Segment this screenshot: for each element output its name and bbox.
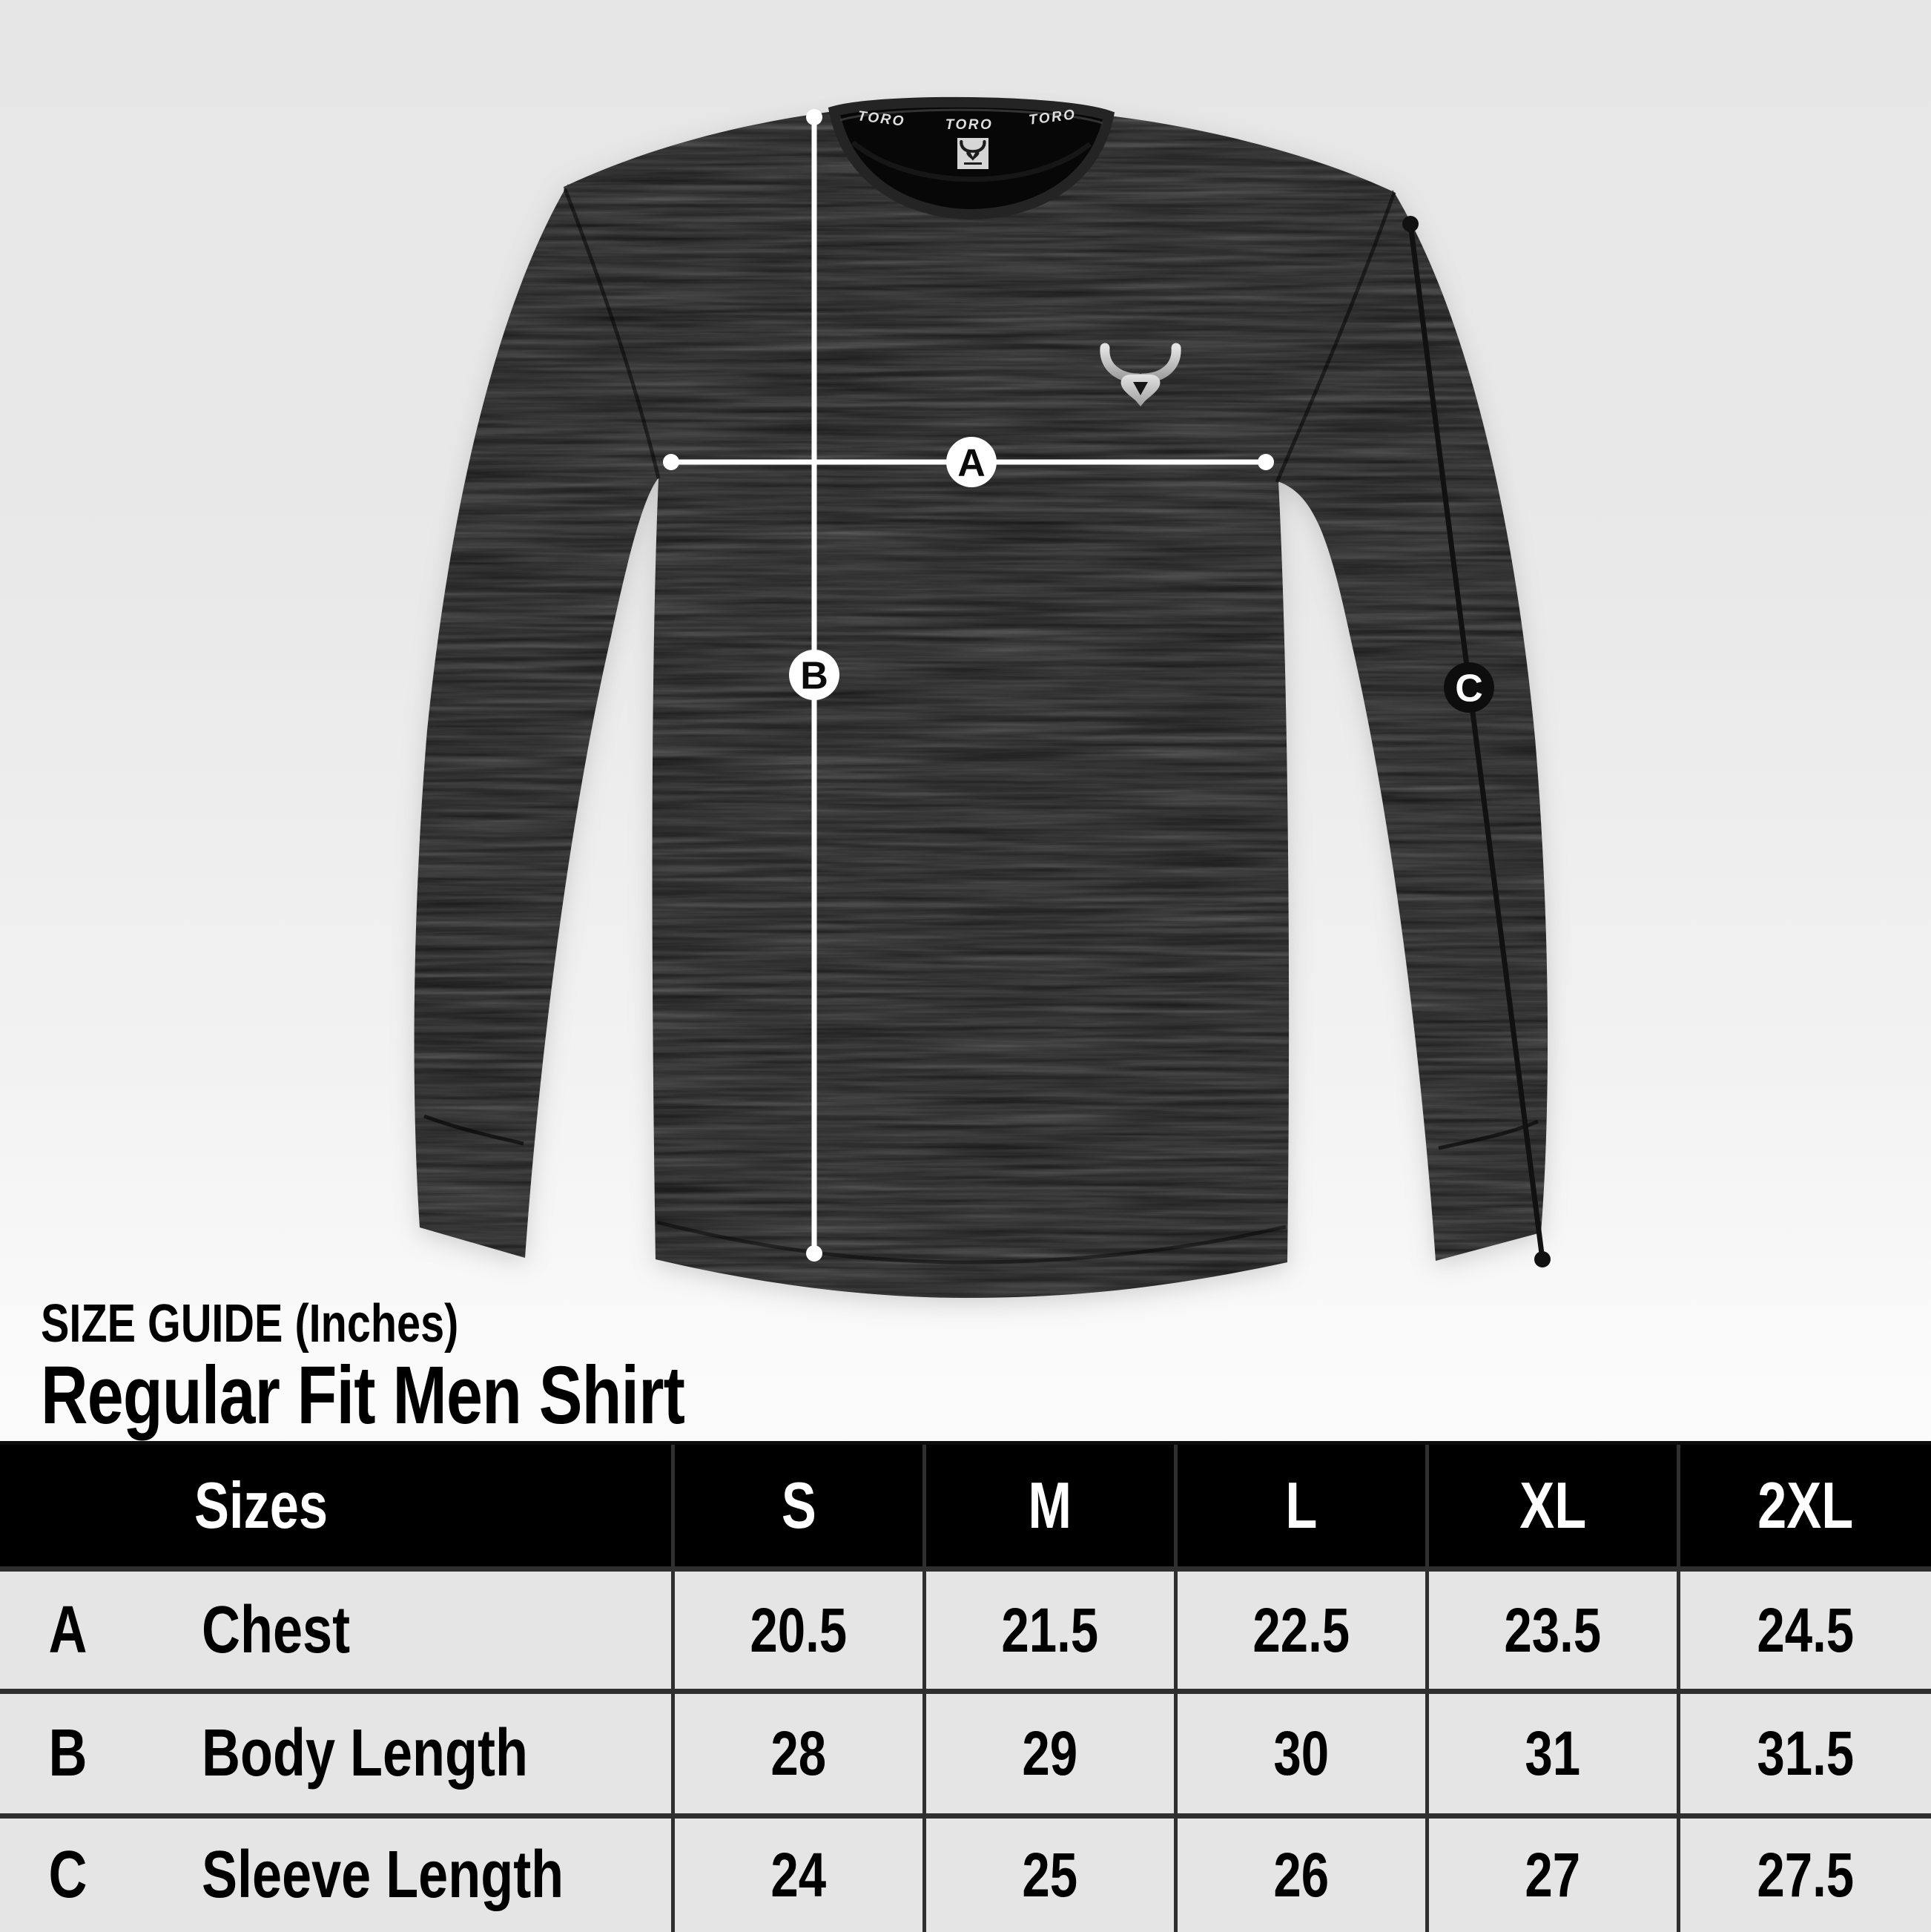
row-letter: B bbox=[48, 1716, 87, 1790]
table-header-s: S bbox=[675, 1445, 922, 1566]
measure-endpoint-dot bbox=[806, 109, 822, 125]
table-header-sizes: Sizes bbox=[0, 1445, 671, 1566]
heather-texture bbox=[414, 103, 1548, 1298]
measure-endpoint-dot bbox=[1258, 454, 1274, 470]
collar-tag bbox=[957, 138, 988, 169]
marker-a-circle bbox=[946, 437, 997, 487]
right-cuff-seam bbox=[1438, 1119, 1539, 1150]
table-header-2xl: 2XL bbox=[1680, 1445, 1931, 1566]
size-guide-title: SIZE GUIDE (Inches) bbox=[41, 1294, 459, 1354]
collar-brand-text-center: TORO bbox=[945, 117, 994, 133]
table-header-xl: XL bbox=[1429, 1445, 1677, 1566]
table-cell: 22.5 bbox=[1178, 1572, 1425, 1689]
table-cell: 31.5 bbox=[1680, 1694, 1931, 1813]
right-armhole-seam bbox=[1275, 192, 1396, 483]
measurement-c: C bbox=[1402, 216, 1551, 1267]
tag-line bbox=[964, 162, 982, 165]
title-block: SIZE GUIDE (Inches) Regular Fit Men Shir… bbox=[41, 1296, 845, 1437]
measure-endpoint-dot bbox=[806, 1245, 822, 1262]
table-cell: 23.5 bbox=[1429, 1572, 1677, 1689]
table-cell: 24.5 bbox=[1680, 1572, 1931, 1689]
table-row-sleeve-length-label: C Sleeve Length bbox=[0, 1819, 671, 1932]
size-table: Sizes S M L XL 2XL A Chest 20.5 21.5 22.… bbox=[0, 1441, 1931, 1932]
table-header-m: M bbox=[926, 1445, 1174, 1566]
measurement-a: A bbox=[663, 437, 1274, 487]
row-label: Chest bbox=[202, 1592, 351, 1667]
marker-c-label: C bbox=[1455, 667, 1483, 711]
row-label: Sleeve Length bbox=[202, 1838, 564, 1912]
measure-endpoint-dot bbox=[663, 454, 679, 470]
tag-bull-icon bbox=[960, 139, 986, 161]
collar-band bbox=[828, 96, 1115, 220]
marker-b-label: B bbox=[800, 655, 828, 698]
marker-c-circle bbox=[1444, 662, 1494, 713]
measurement-b: B bbox=[789, 109, 839, 1262]
table-row-body-length-label: B Body Length bbox=[0, 1694, 671, 1813]
table-cell: 31 bbox=[1429, 1694, 1677, 1813]
collar-rib-line bbox=[851, 140, 1092, 182]
measure-line-c bbox=[1407, 223, 1545, 1260]
left-armhole-seam bbox=[563, 188, 661, 479]
size-guide-subtitle: Regular Fit Men Shirt bbox=[41, 1349, 685, 1441]
measure-endpoint-dot bbox=[1534, 1251, 1551, 1267]
table-cell: 20.5 bbox=[675, 1572, 922, 1689]
row-label: Body Length bbox=[202, 1716, 528, 1790]
table-cell: 30 bbox=[1178, 1694, 1425, 1813]
table-cell: 27.5 bbox=[1680, 1819, 1931, 1932]
table-cell: 27 bbox=[1429, 1819, 1677, 1932]
table-row-chest-label: A Chest bbox=[0, 1572, 671, 1689]
left-cuff-seam bbox=[423, 1114, 524, 1146]
hem-seam bbox=[656, 1220, 1287, 1265]
measure-endpoint-dot bbox=[1402, 216, 1419, 232]
table-cell: 21.5 bbox=[926, 1572, 1174, 1689]
marker-a-label: A bbox=[957, 442, 986, 485]
marker-b-circle bbox=[789, 650, 839, 700]
row-letter: C bbox=[48, 1838, 87, 1912]
table-header-l: L bbox=[1178, 1445, 1425, 1566]
table-cell: 26 bbox=[1178, 1819, 1425, 1932]
table-cell: 28 bbox=[675, 1694, 922, 1813]
bull-icon bbox=[1100, 343, 1181, 406]
table-cell: 25 bbox=[926, 1819, 1174, 1932]
shirt-diagram: TORO TORO TORO A bbox=[414, 96, 1551, 1304]
table-cell: 29 bbox=[926, 1694, 1174, 1813]
collar-edge-highlight bbox=[839, 108, 1103, 125]
table-cell: 24 bbox=[675, 1819, 922, 1932]
row-letter: A bbox=[48, 1592, 87, 1667]
